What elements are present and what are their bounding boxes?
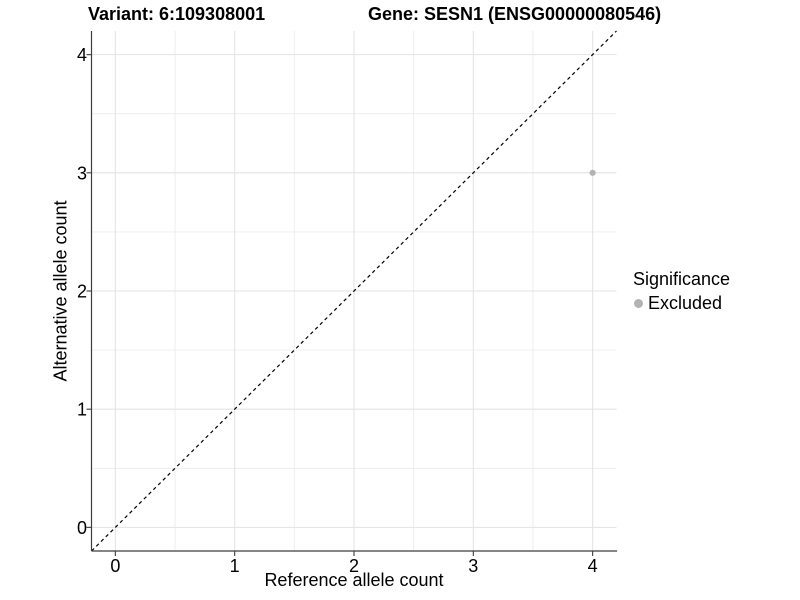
legend-title: Significance [633,269,731,289]
identity-dashed-line [91,30,617,552]
x-tick-label: 0 [110,556,120,576]
x-tick-label: 3 [468,556,478,576]
plot-title-variant: Variant: 6:109308001 [88,4,266,24]
y-tick-label: 2 [77,282,87,302]
x-tick-label: 4 [588,556,598,576]
data-points-group [589,169,596,176]
y-tick-label: 3 [77,163,87,183]
excluded-point-icon [634,299,643,308]
y-tick-label: 0 [77,518,87,538]
x-tick-label: 2 [349,556,359,576]
y-axis-title: Alternative allele count [50,200,71,382]
tick-marks-group [86,54,594,556]
x-axis-title: Reference allele count [264,570,444,590]
identity-line-group [91,30,617,552]
x-tick-label: 1 [230,556,240,576]
data-point-excluded [589,169,596,176]
y-tick-label: 1 [77,400,87,420]
y-tick-label: 4 [77,45,87,65]
legend-item-label: Excluded [648,293,723,313]
legend: Significance Excluded [633,269,730,314]
plot-title-gene: Gene: SESN1 (ENSG00000080546) [368,4,662,24]
legend-item-excluded: Excluded [633,293,730,314]
tick-labels-group: 0 1 2 3 4 0 1 2 3 4 [77,45,598,576]
